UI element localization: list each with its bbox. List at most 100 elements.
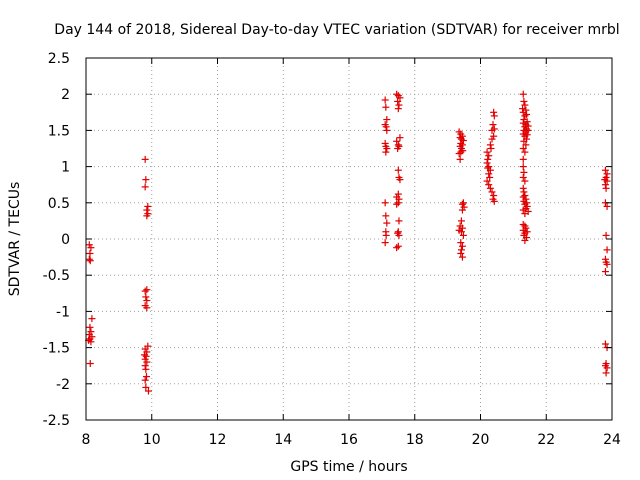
data-point bbox=[85, 255, 93, 263]
data-point bbox=[488, 126, 496, 134]
data-point bbox=[87, 244, 95, 252]
data-point bbox=[483, 159, 491, 167]
x-tick-labels: 8 10 12 14 16 18 20 22 24 bbox=[82, 432, 621, 448]
y-tick-label: -2.5 bbox=[43, 413, 70, 429]
data-point bbox=[87, 338, 95, 346]
data-point bbox=[523, 199, 531, 207]
data-point bbox=[601, 340, 609, 348]
data-point bbox=[86, 323, 94, 331]
data-point bbox=[141, 287, 149, 295]
data-point bbox=[142, 365, 150, 373]
x-tick-label: 22 bbox=[537, 432, 555, 448]
data-point bbox=[394, 97, 402, 105]
data-point bbox=[603, 177, 611, 185]
data-points bbox=[85, 90, 611, 395]
data-point bbox=[486, 166, 494, 174]
y-tick-label: -0.5 bbox=[43, 268, 70, 284]
data-point bbox=[381, 96, 389, 104]
data-point bbox=[603, 170, 611, 178]
data-point bbox=[488, 188, 496, 196]
data-point bbox=[603, 364, 611, 372]
data-point bbox=[383, 116, 391, 124]
data-point bbox=[490, 197, 498, 205]
data-point bbox=[383, 126, 391, 134]
x-tick-label: 8 bbox=[82, 432, 91, 448]
data-point bbox=[396, 134, 404, 142]
data-point bbox=[457, 249, 465, 257]
data-point bbox=[521, 112, 529, 120]
data-point bbox=[485, 170, 493, 178]
y-tick-label: -2 bbox=[56, 377, 70, 393]
x-tick-label: 24 bbox=[603, 432, 621, 448]
data-point bbox=[457, 148, 465, 156]
data-point bbox=[486, 184, 494, 192]
data-point bbox=[381, 239, 389, 247]
data-point bbox=[382, 231, 390, 239]
grid bbox=[86, 58, 612, 420]
data-point bbox=[457, 246, 465, 254]
data-point bbox=[141, 351, 149, 359]
data-point bbox=[459, 231, 467, 239]
data-point bbox=[143, 358, 151, 366]
data-point bbox=[519, 206, 527, 214]
data-point bbox=[394, 199, 402, 207]
data-point bbox=[143, 297, 151, 305]
data-point bbox=[485, 181, 493, 189]
x-axis-label: GPS time / hours bbox=[290, 459, 407, 475]
data-point bbox=[394, 228, 402, 236]
data-point bbox=[519, 145, 527, 152]
data-point bbox=[519, 90, 527, 98]
data-point bbox=[393, 244, 401, 252]
data-point bbox=[393, 137, 401, 145]
data-point bbox=[603, 202, 611, 210]
data-point bbox=[485, 163, 493, 171]
data-point bbox=[488, 135, 496, 143]
data-point bbox=[490, 192, 498, 200]
y-tick-labels: -2.5 -2 -1.5 -1 -0.5 0 0.5 1 1.5 2 2.5 bbox=[43, 51, 70, 429]
data-point bbox=[457, 228, 465, 236]
data-point bbox=[483, 177, 491, 185]
y-tick-label: 0 bbox=[61, 232, 70, 248]
data-point bbox=[601, 166, 609, 174]
data-point bbox=[455, 150, 463, 158]
data-point bbox=[396, 94, 404, 102]
data-point bbox=[382, 123, 390, 131]
data-point bbox=[143, 212, 151, 220]
data-point bbox=[382, 212, 390, 220]
data-point bbox=[459, 199, 467, 207]
data-point bbox=[519, 173, 527, 181]
data-point bbox=[601, 181, 609, 189]
data-point bbox=[383, 145, 391, 152]
data-point bbox=[383, 219, 391, 227]
y-tick-label: -1.5 bbox=[43, 341, 70, 357]
data-point bbox=[143, 286, 151, 294]
y-tick-label: 1 bbox=[61, 160, 70, 176]
axis-ticks bbox=[85, 57, 613, 421]
data-point bbox=[489, 121, 497, 129]
y-tick-label: 1.5 bbox=[48, 123, 70, 139]
data-point bbox=[602, 369, 610, 377]
data-point bbox=[394, 105, 402, 113]
data-point bbox=[490, 108, 498, 116]
x-tick-label: 16 bbox=[340, 432, 358, 448]
data-point bbox=[485, 152, 493, 160]
data-point bbox=[458, 206, 466, 214]
data-point bbox=[520, 188, 528, 196]
data-point bbox=[520, 168, 528, 176]
data-point bbox=[143, 304, 151, 312]
y-tick-label: -1 bbox=[56, 304, 70, 320]
data-point bbox=[142, 383, 150, 391]
data-point bbox=[141, 183, 149, 191]
data-point bbox=[396, 176, 404, 184]
data-point bbox=[457, 217, 465, 225]
data-point bbox=[394, 141, 402, 149]
x-tick-label: 12 bbox=[209, 432, 227, 448]
data-point bbox=[394, 145, 402, 152]
data-point bbox=[395, 217, 403, 225]
data-point bbox=[486, 173, 494, 181]
data-point bbox=[395, 195, 403, 203]
x-tick-label: 20 bbox=[472, 432, 490, 448]
data-point bbox=[142, 293, 150, 301]
data-point bbox=[457, 239, 465, 247]
